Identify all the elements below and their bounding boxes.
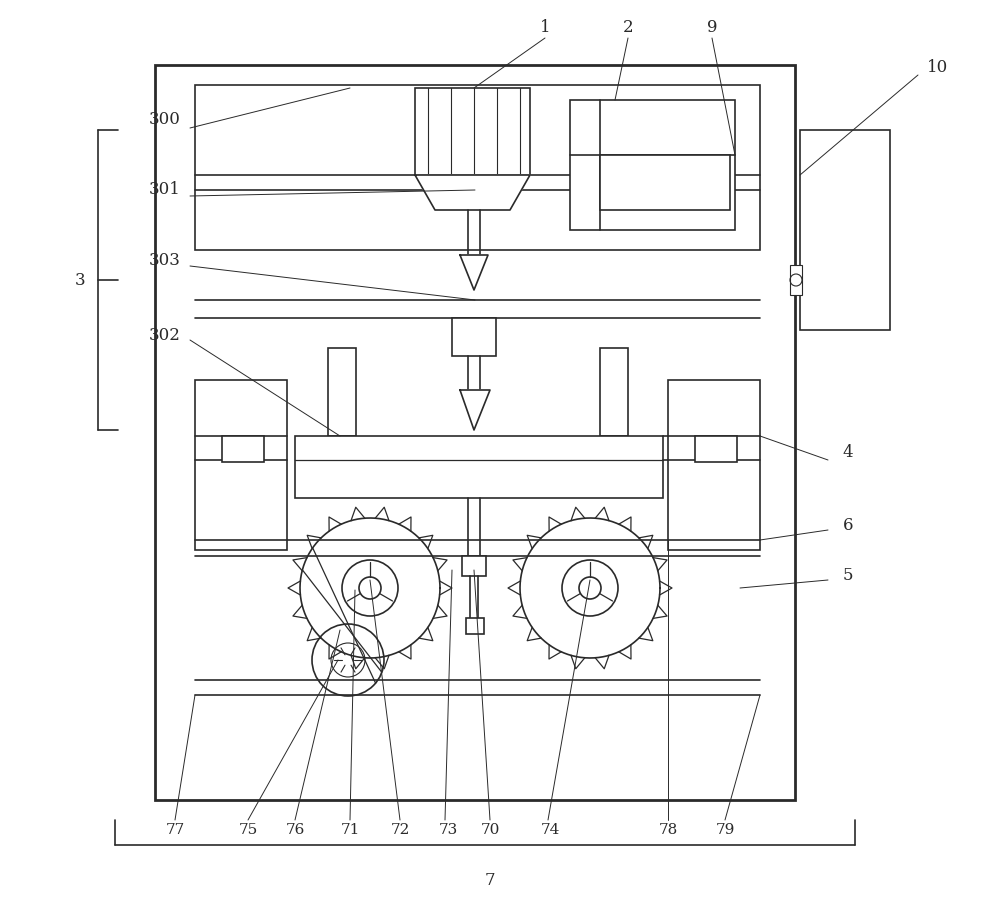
Bar (600, 155, 730, 210)
Polygon shape (460, 390, 490, 430)
Text: 4: 4 (843, 443, 853, 461)
Text: 302: 302 (149, 327, 181, 344)
Text: 5: 5 (843, 567, 853, 584)
Bar (155, 65, 795, 800)
Bar (600, 348, 628, 436)
Bar (462, 556, 486, 576)
Bar (790, 265, 802, 295)
Bar (452, 318, 496, 356)
Text: 301: 301 (149, 182, 181, 198)
Bar (222, 436, 264, 462)
Bar (570, 100, 735, 230)
Text: 71: 71 (340, 823, 360, 837)
Bar (415, 88, 530, 175)
Text: 9: 9 (707, 20, 717, 36)
Text: 76: 76 (285, 823, 305, 837)
Text: 1: 1 (540, 20, 550, 36)
Text: 7: 7 (485, 872, 495, 889)
Text: 3: 3 (75, 272, 85, 289)
Polygon shape (460, 255, 488, 290)
Bar (195, 380, 287, 550)
Text: 300: 300 (149, 111, 181, 129)
Polygon shape (415, 175, 530, 210)
Text: 78: 78 (658, 823, 678, 837)
Text: 72: 72 (390, 823, 410, 837)
Text: 77: 77 (165, 823, 185, 837)
Text: 74: 74 (540, 823, 560, 837)
Text: 10: 10 (927, 60, 949, 77)
Text: 6: 6 (843, 517, 853, 534)
Bar (800, 130, 890, 330)
Text: 73: 73 (438, 823, 458, 837)
Text: 79: 79 (715, 823, 735, 837)
Text: 303: 303 (149, 252, 181, 269)
Bar (195, 85, 760, 250)
Text: 2: 2 (623, 20, 633, 36)
Bar (695, 436, 737, 462)
Bar (668, 380, 760, 550)
Bar (466, 618, 484, 634)
Text: 75: 75 (238, 823, 258, 837)
Text: 70: 70 (480, 823, 500, 837)
Bar (328, 348, 356, 436)
Bar (295, 436, 663, 498)
